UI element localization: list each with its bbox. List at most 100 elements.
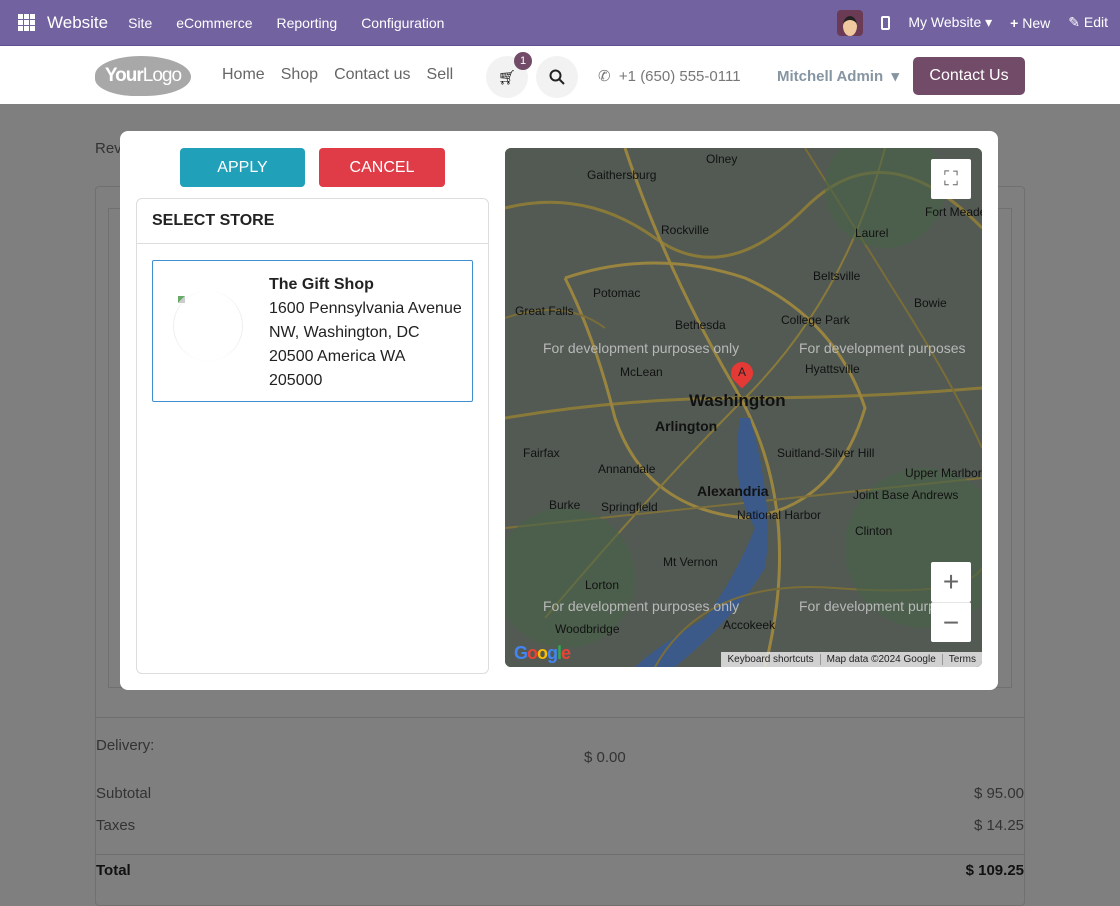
menu-ecommerce[interactable]: eCommerce bbox=[176, 14, 253, 31]
store-image bbox=[173, 291, 243, 361]
fullscreen-button[interactable]: ⛶ bbox=[931, 159, 971, 199]
marker-label: A bbox=[738, 365, 747, 379]
map-data-text: Map data ©2024 Google bbox=[819, 654, 942, 665]
menu-configuration[interactable]: Configuration bbox=[361, 14, 445, 31]
store-list-panel: SELECT STORE The Gift Shop 1600 Pennsylv… bbox=[136, 198, 489, 674]
map-label: Great Falls bbox=[515, 304, 574, 318]
search-button[interactable] bbox=[536, 56, 578, 98]
map-label: Potomac bbox=[593, 286, 641, 300]
map-label: Arlington bbox=[655, 418, 718, 434]
map-label: Springfield bbox=[601, 500, 658, 514]
map-label: Beltsville bbox=[813, 269, 861, 283]
minus-icon: − bbox=[942, 606, 960, 638]
panel-title: SELECT STORE bbox=[137, 199, 488, 244]
map-label: Accokeek bbox=[723, 618, 776, 632]
store-address-line: 205000 bbox=[269, 372, 323, 389]
cart-button[interactable]: 🛒︎ 1 bbox=[486, 52, 532, 98]
terms-link[interactable]: Terms bbox=[941, 654, 982, 665]
menu-reporting[interactable]: Reporting bbox=[276, 14, 338, 31]
caret-down-icon: ▾ bbox=[985, 14, 993, 30]
website-navbar: Your Logo Home Shop Contact us Sell 🛒︎ 1 … bbox=[0, 46, 1120, 104]
map-label: Hyattsville bbox=[805, 362, 860, 376]
map-label: Suitland-Silver Hill bbox=[777, 446, 875, 460]
logo[interactable]: Your Logo bbox=[95, 56, 191, 96]
nav-shop[interactable]: Shop bbox=[280, 66, 319, 83]
user-menu[interactable]: Mitchell Admin ▾ bbox=[777, 67, 899, 85]
website-label: My Website bbox=[908, 14, 982, 30]
apps-menu-icon[interactable] bbox=[18, 14, 35, 31]
nav-home[interactable]: Home bbox=[222, 66, 265, 83]
new-button[interactable]: + New bbox=[1010, 15, 1050, 31]
apply-button[interactable]: APPLY bbox=[180, 148, 305, 187]
total-label: Total bbox=[96, 862, 131, 879]
map-label: Burke bbox=[549, 498, 581, 512]
divider bbox=[95, 854, 1025, 855]
store-address-line: 20500 America WA bbox=[269, 348, 406, 365]
store-address-line: NW, Washington, DC bbox=[269, 324, 420, 341]
google-logo: Google bbox=[514, 643, 571, 663]
select-store-dialog: APPLY CANCEL SELECT STORE The Gift Shop … bbox=[120, 131, 998, 690]
map-label: College Park bbox=[781, 313, 850, 327]
map-watermark: For development purposes bbox=[799, 340, 966, 356]
map-label: Lorton bbox=[585, 578, 620, 592]
map-watermark: For development purposes only bbox=[543, 340, 740, 356]
cancel-button[interactable]: CANCEL bbox=[319, 148, 445, 187]
map-watermark: For development purposes bbox=[799, 598, 966, 614]
app-title[interactable]: Website bbox=[47, 12, 109, 32]
cart-icon: 🛒︎ bbox=[498, 68, 516, 85]
store-name: The Gift Shop bbox=[269, 276, 374, 293]
total-value: $ 109.25 bbox=[965, 862, 1024, 879]
delivery-value: $ 0.00 bbox=[584, 749, 626, 766]
menu-site[interactable]: Site bbox=[128, 14, 153, 31]
map-label: Olney bbox=[706, 152, 738, 166]
new-label: New bbox=[1022, 14, 1051, 31]
avatar[interactable] bbox=[837, 9, 864, 36]
pencil-icon: ✎ bbox=[1068, 14, 1080, 30]
plus-icon: + bbox=[942, 566, 960, 597]
map-label: Bethesda bbox=[675, 318, 726, 332]
map-label: National Harbor bbox=[737, 508, 822, 522]
edit-button[interactable]: ✎ Edit bbox=[1068, 14, 1108, 31]
review-heading: Rev bbox=[95, 140, 122, 157]
zoom-in-button[interactable]: + bbox=[931, 562, 971, 602]
map-label: Gaithersburg bbox=[587, 168, 657, 182]
fullscreen-icon: ⛶ bbox=[944, 167, 958, 190]
phone-number: +1 (650) 555-0111 bbox=[618, 68, 741, 85]
contact-us-button[interactable]: Contact Us bbox=[913, 57, 1025, 95]
map-label: Clinton bbox=[855, 524, 893, 538]
map-label: Fort Meade bbox=[925, 205, 982, 219]
map-attribution: Keyboard shortcuts Map data ©2024 Google… bbox=[721, 652, 982, 667]
store-address-line: 1600 Pennsylvania Avenue bbox=[269, 300, 462, 317]
map-label: Joint Base Andrews bbox=[853, 488, 959, 502]
mobile-preview-icon[interactable] bbox=[881, 15, 891, 30]
map-label: Laurel bbox=[855, 226, 889, 240]
delivery-label: Delivery: bbox=[96, 737, 155, 754]
map-label: McLean bbox=[620, 365, 663, 379]
admin-topbar: Website Site eCommerce Reporting Configu… bbox=[0, 0, 1120, 46]
subtotal-label: Subtotal bbox=[96, 785, 152, 802]
plus-icon: + bbox=[1010, 14, 1019, 31]
map-city-label: Washington bbox=[689, 391, 786, 410]
edit-label: Edit bbox=[1083, 14, 1108, 30]
store-map[interactable]: Gaithersburg Olney Rockville Laurel Fort… bbox=[505, 148, 982, 667]
map-label: Fairfax bbox=[523, 446, 560, 460]
map-label: Bowie bbox=[914, 296, 947, 310]
map-label: Mt Vernon bbox=[663, 555, 718, 569]
taxes-value: $ 14.25 bbox=[973, 817, 1024, 834]
map-watermark: For development purposes only bbox=[543, 598, 740, 614]
subtotal-value: $ 95.00 bbox=[973, 785, 1024, 802]
zoom-out-button[interactable]: − bbox=[931, 602, 971, 642]
divider bbox=[95, 717, 1025, 718]
nav-sell[interactable]: Sell bbox=[426, 66, 454, 83]
user-name: Mitchell Admin bbox=[777, 68, 884, 85]
store-card[interactable]: The Gift Shop 1600 Pennsylvania Avenue N… bbox=[152, 260, 473, 402]
map-label: Annandale bbox=[598, 462, 656, 476]
keyboard-shortcuts-link[interactable]: Keyboard shortcuts bbox=[727, 654, 814, 665]
nav-contact[interactable]: Contact us bbox=[334, 66, 411, 83]
map-label: Upper Marlboro bbox=[905, 466, 982, 480]
phone-icon: ✆ bbox=[598, 68, 611, 85]
map-label: Rockville bbox=[661, 223, 710, 237]
map-roads bbox=[505, 148, 982, 667]
phone-contact[interactable]: ✆ +1 (650) 555-0111 bbox=[598, 67, 741, 85]
my-website-dropdown[interactable]: My Website ▾ bbox=[908, 14, 992, 31]
